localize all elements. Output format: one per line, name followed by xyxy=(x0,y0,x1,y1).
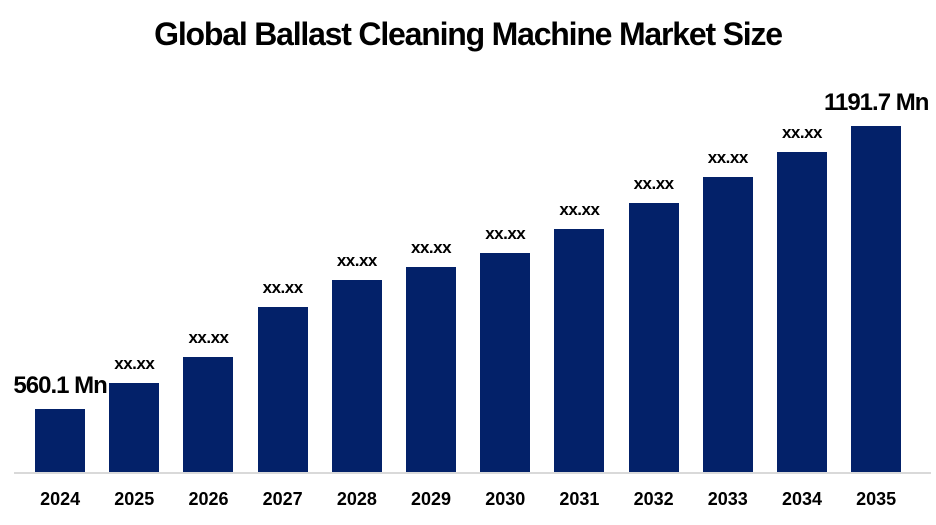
bar-cell-2035: 1191.7 Mn xyxy=(824,89,929,472)
bar-value-label-2032: xx.xx xyxy=(633,174,675,193)
bar-value-label-2033: xx.xx xyxy=(707,148,749,167)
bar-2035 xyxy=(851,126,902,472)
bar-2026 xyxy=(183,357,234,472)
x-axis-label-2027: 2027 xyxy=(262,489,303,509)
bar-value-label-2028: xx.xx xyxy=(336,251,378,270)
bar-value-label-2026: xx.xx xyxy=(188,328,229,347)
bar-value-label-2029: xx.xx xyxy=(411,238,452,257)
bar-cell-2034: xx.xx xyxy=(765,123,839,472)
x-axis-label-2033: 2033 xyxy=(707,489,748,509)
x-axis-label-2025: 2025 xyxy=(114,489,155,509)
bar-cell-2026: xx.xx xyxy=(171,328,245,472)
bar-cell-2033: xx.xx xyxy=(691,148,765,472)
bar-value-label-2034: xx.xx xyxy=(781,123,823,142)
bar-2028 xyxy=(331,280,382,472)
bar-2029 xyxy=(406,267,457,472)
x-axis-label-2024: 2024 xyxy=(40,489,81,509)
bar-cell-2028: xx.xx xyxy=(320,251,394,472)
bar-2024 xyxy=(35,409,86,472)
bar-value-label-2024: 560.1 Mn xyxy=(13,372,107,399)
x-axis-label-2028: 2028 xyxy=(336,489,377,509)
x-axis-label-2026: 2026 xyxy=(188,489,229,509)
bars-row: 560.1 Mn xx.xx xx.xx xx.xx xx.xx xx.xx xx.xx xx… xyxy=(13,0,929,472)
bar-cell-2024: 560.1 Mn xyxy=(13,372,108,472)
x-axis-label-2035: 2035 xyxy=(856,489,897,509)
x-axis-labels: 2024 2025 2026 2027 2028 2029 2030 2031 2032 2033… xyxy=(23,489,913,510)
bar-value-label-2030: xx.xx xyxy=(485,224,526,243)
bar-cell-2031: xx.xx xyxy=(542,200,616,472)
bar-2033 xyxy=(702,177,753,472)
x-axis-label-2031: 2031 xyxy=(559,489,600,509)
bar-value-label-2027: xx.xx xyxy=(262,278,304,297)
x-axis-label-2030: 2030 xyxy=(485,489,526,509)
x-axis-line xyxy=(14,472,931,474)
bar-2032 xyxy=(628,203,679,472)
chart-title: Global Ballast Cleaning Machine Market S… xyxy=(154,16,783,52)
bar-cell-2030: xx.xx xyxy=(468,224,542,472)
bar-value-label-2035: 1191.7 Mn xyxy=(823,89,929,116)
bar-cell-2029: xx.xx xyxy=(394,238,468,472)
bar-cell-2032: xx.xx xyxy=(617,174,691,472)
bar-2031 xyxy=(554,229,605,472)
x-axis-label-2034: 2034 xyxy=(781,489,822,509)
bar-value-label-2031: xx.xx xyxy=(559,200,600,219)
bar-2030 xyxy=(480,253,531,472)
bar-cell-2025: xx.xx xyxy=(97,354,171,472)
x-axis-label-2032: 2032 xyxy=(633,489,674,509)
bar-cell-2027: xx.xx xyxy=(246,278,320,472)
bar-2027 xyxy=(257,307,308,472)
bar-value-label-2025: xx.xx xyxy=(114,354,155,373)
bar-2034 xyxy=(776,152,827,472)
x-axis-label-2029: 2029 xyxy=(411,489,452,509)
bar-2025 xyxy=(109,383,160,472)
